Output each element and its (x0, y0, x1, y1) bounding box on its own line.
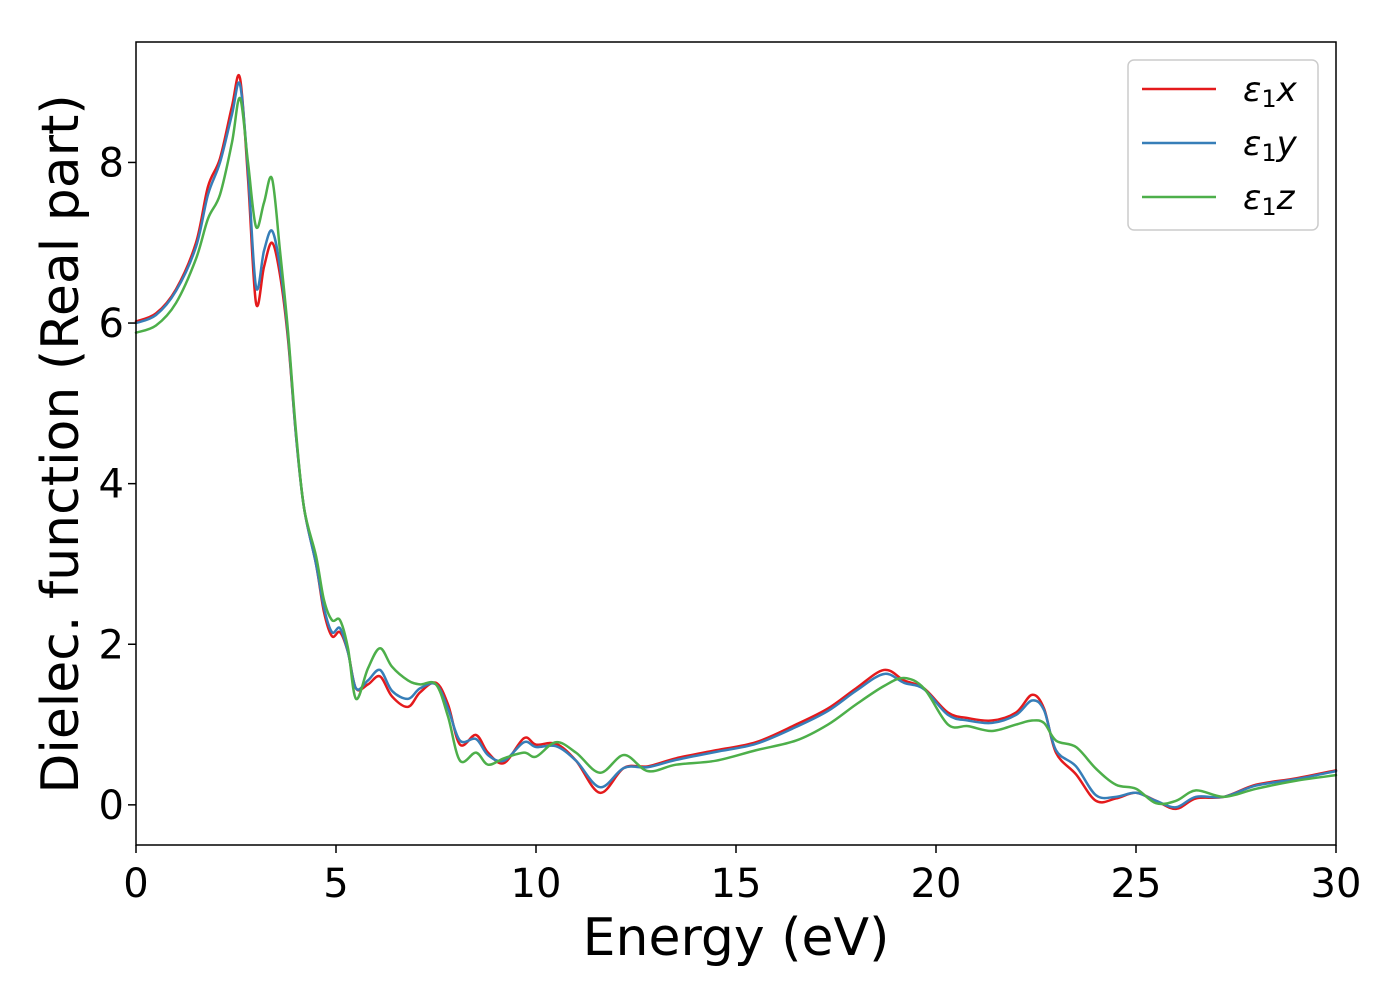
y-tick-label: 2 (99, 622, 124, 668)
y-axis-label: Dielec. function (Real part) (31, 94, 91, 793)
x-tick-label: 15 (711, 861, 762, 907)
legend: ε1x ε1y ε1z (1127, 59, 1319, 231)
legend-box (1127, 59, 1319, 231)
y-tick-label: 6 (99, 301, 124, 347)
x-tick-label: 20 (911, 861, 962, 907)
plot-lines (134, 74, 1338, 811)
series-line-y (134, 81, 1338, 809)
x-tick-label: 10 (511, 861, 562, 907)
series-line-z (134, 96, 1338, 806)
x-tick-label: 5 (323, 861, 348, 907)
x-tick-label: 30 (1311, 861, 1362, 907)
x-tick-label: 25 (1111, 861, 1162, 907)
y-tick-label: 0 (99, 783, 124, 829)
y-axis-ticks: 0 2 4 6 8 (99, 140, 136, 829)
x-axis-label: Energy (eV) (583, 908, 890, 968)
x-axis-ticks: 0 5 10 15 20 25 30 (123, 845, 1361, 907)
y-tick-label: 4 (99, 462, 124, 508)
legend-label-y: ε1y (1243, 124, 1298, 167)
x-tick-label: 0 (123, 861, 148, 907)
legend-label-z: ε1z (1243, 178, 1296, 221)
legend-label-x: ε1x (1243, 70, 1298, 113)
y-tick-label: 8 (99, 140, 124, 186)
